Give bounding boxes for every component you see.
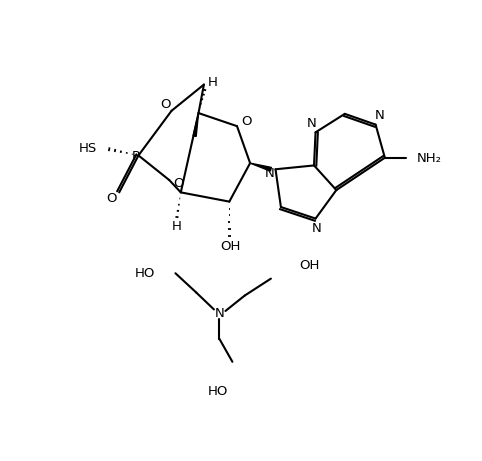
Text: O: O — [241, 115, 252, 128]
Text: OH: OH — [299, 259, 320, 272]
Polygon shape — [250, 163, 271, 171]
Text: H: H — [207, 76, 217, 89]
Text: N: N — [375, 109, 384, 122]
Text: N: N — [214, 307, 224, 320]
Text: O: O — [160, 98, 171, 111]
Text: HO: HO — [134, 267, 155, 280]
Text: HS: HS — [79, 142, 97, 155]
Text: HO: HO — [208, 385, 228, 398]
Text: H: H — [172, 220, 182, 233]
Text: O: O — [106, 192, 117, 205]
Text: P: P — [132, 150, 139, 164]
Text: O: O — [173, 177, 184, 190]
Text: NH₂: NH₂ — [417, 152, 442, 165]
Text: OH: OH — [221, 240, 241, 253]
Text: N: N — [307, 117, 317, 130]
Text: N: N — [312, 222, 322, 235]
Text: N: N — [265, 166, 274, 180]
Polygon shape — [193, 113, 199, 136]
